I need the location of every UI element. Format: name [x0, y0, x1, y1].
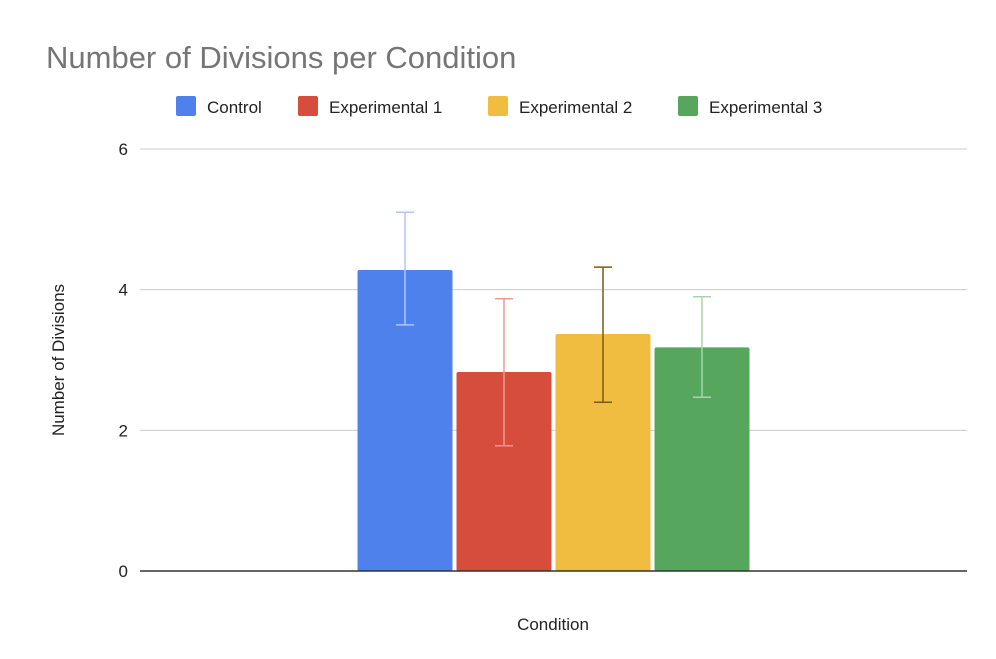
error-bar-experimental-1 — [495, 298, 513, 447]
y-tick-label: 6 — [119, 140, 128, 159]
bar-control — [357, 269, 453, 571]
legend-label: Experimental 3 — [709, 98, 822, 117]
legend-item-experimental-1: Experimental 1 — [298, 96, 442, 117]
legend-item-experimental-2: Experimental 2 — [488, 96, 632, 117]
legend-label: Experimental 1 — [329, 98, 442, 117]
gridlines — [140, 148, 967, 431]
bar-experimental-3 — [654, 347, 750, 571]
error-bar-control — [396, 211, 414, 326]
y-axis-label: Number of Divisions — [49, 284, 68, 436]
y-axis-ticks: 0 2 4 6 — [119, 140, 128, 581]
legend-swatch — [298, 96, 318, 116]
legend-label: Control — [207, 98, 262, 117]
legend: Control Experimental 1 Experimental 2 Exper… — [176, 96, 822, 117]
legend-item-control: Control — [176, 96, 262, 117]
y-tick-label: 4 — [119, 281, 128, 300]
chart-title: Number of Divisions per Condition — [46, 40, 516, 75]
bar-experimental-2 — [555, 333, 651, 571]
legend-item-experimental-3: Experimental 3 — [678, 96, 822, 117]
legend-swatch — [176, 96, 196, 116]
error-bar-experimental-2 — [594, 266, 612, 403]
y-tick-label: 2 — [119, 421, 128, 440]
error-bars — [396, 211, 711, 447]
x-axis-label: Condition — [517, 615, 589, 634]
bars — [357, 269, 750, 571]
legend-label: Experimental 2 — [519, 98, 632, 117]
error-bar-experimental-3 — [693, 295, 711, 399]
bar-experimental-1 — [456, 371, 552, 571]
y-tick-label: 0 — [119, 562, 128, 581]
legend-swatch — [488, 96, 508, 116]
legend-swatch — [678, 96, 698, 116]
